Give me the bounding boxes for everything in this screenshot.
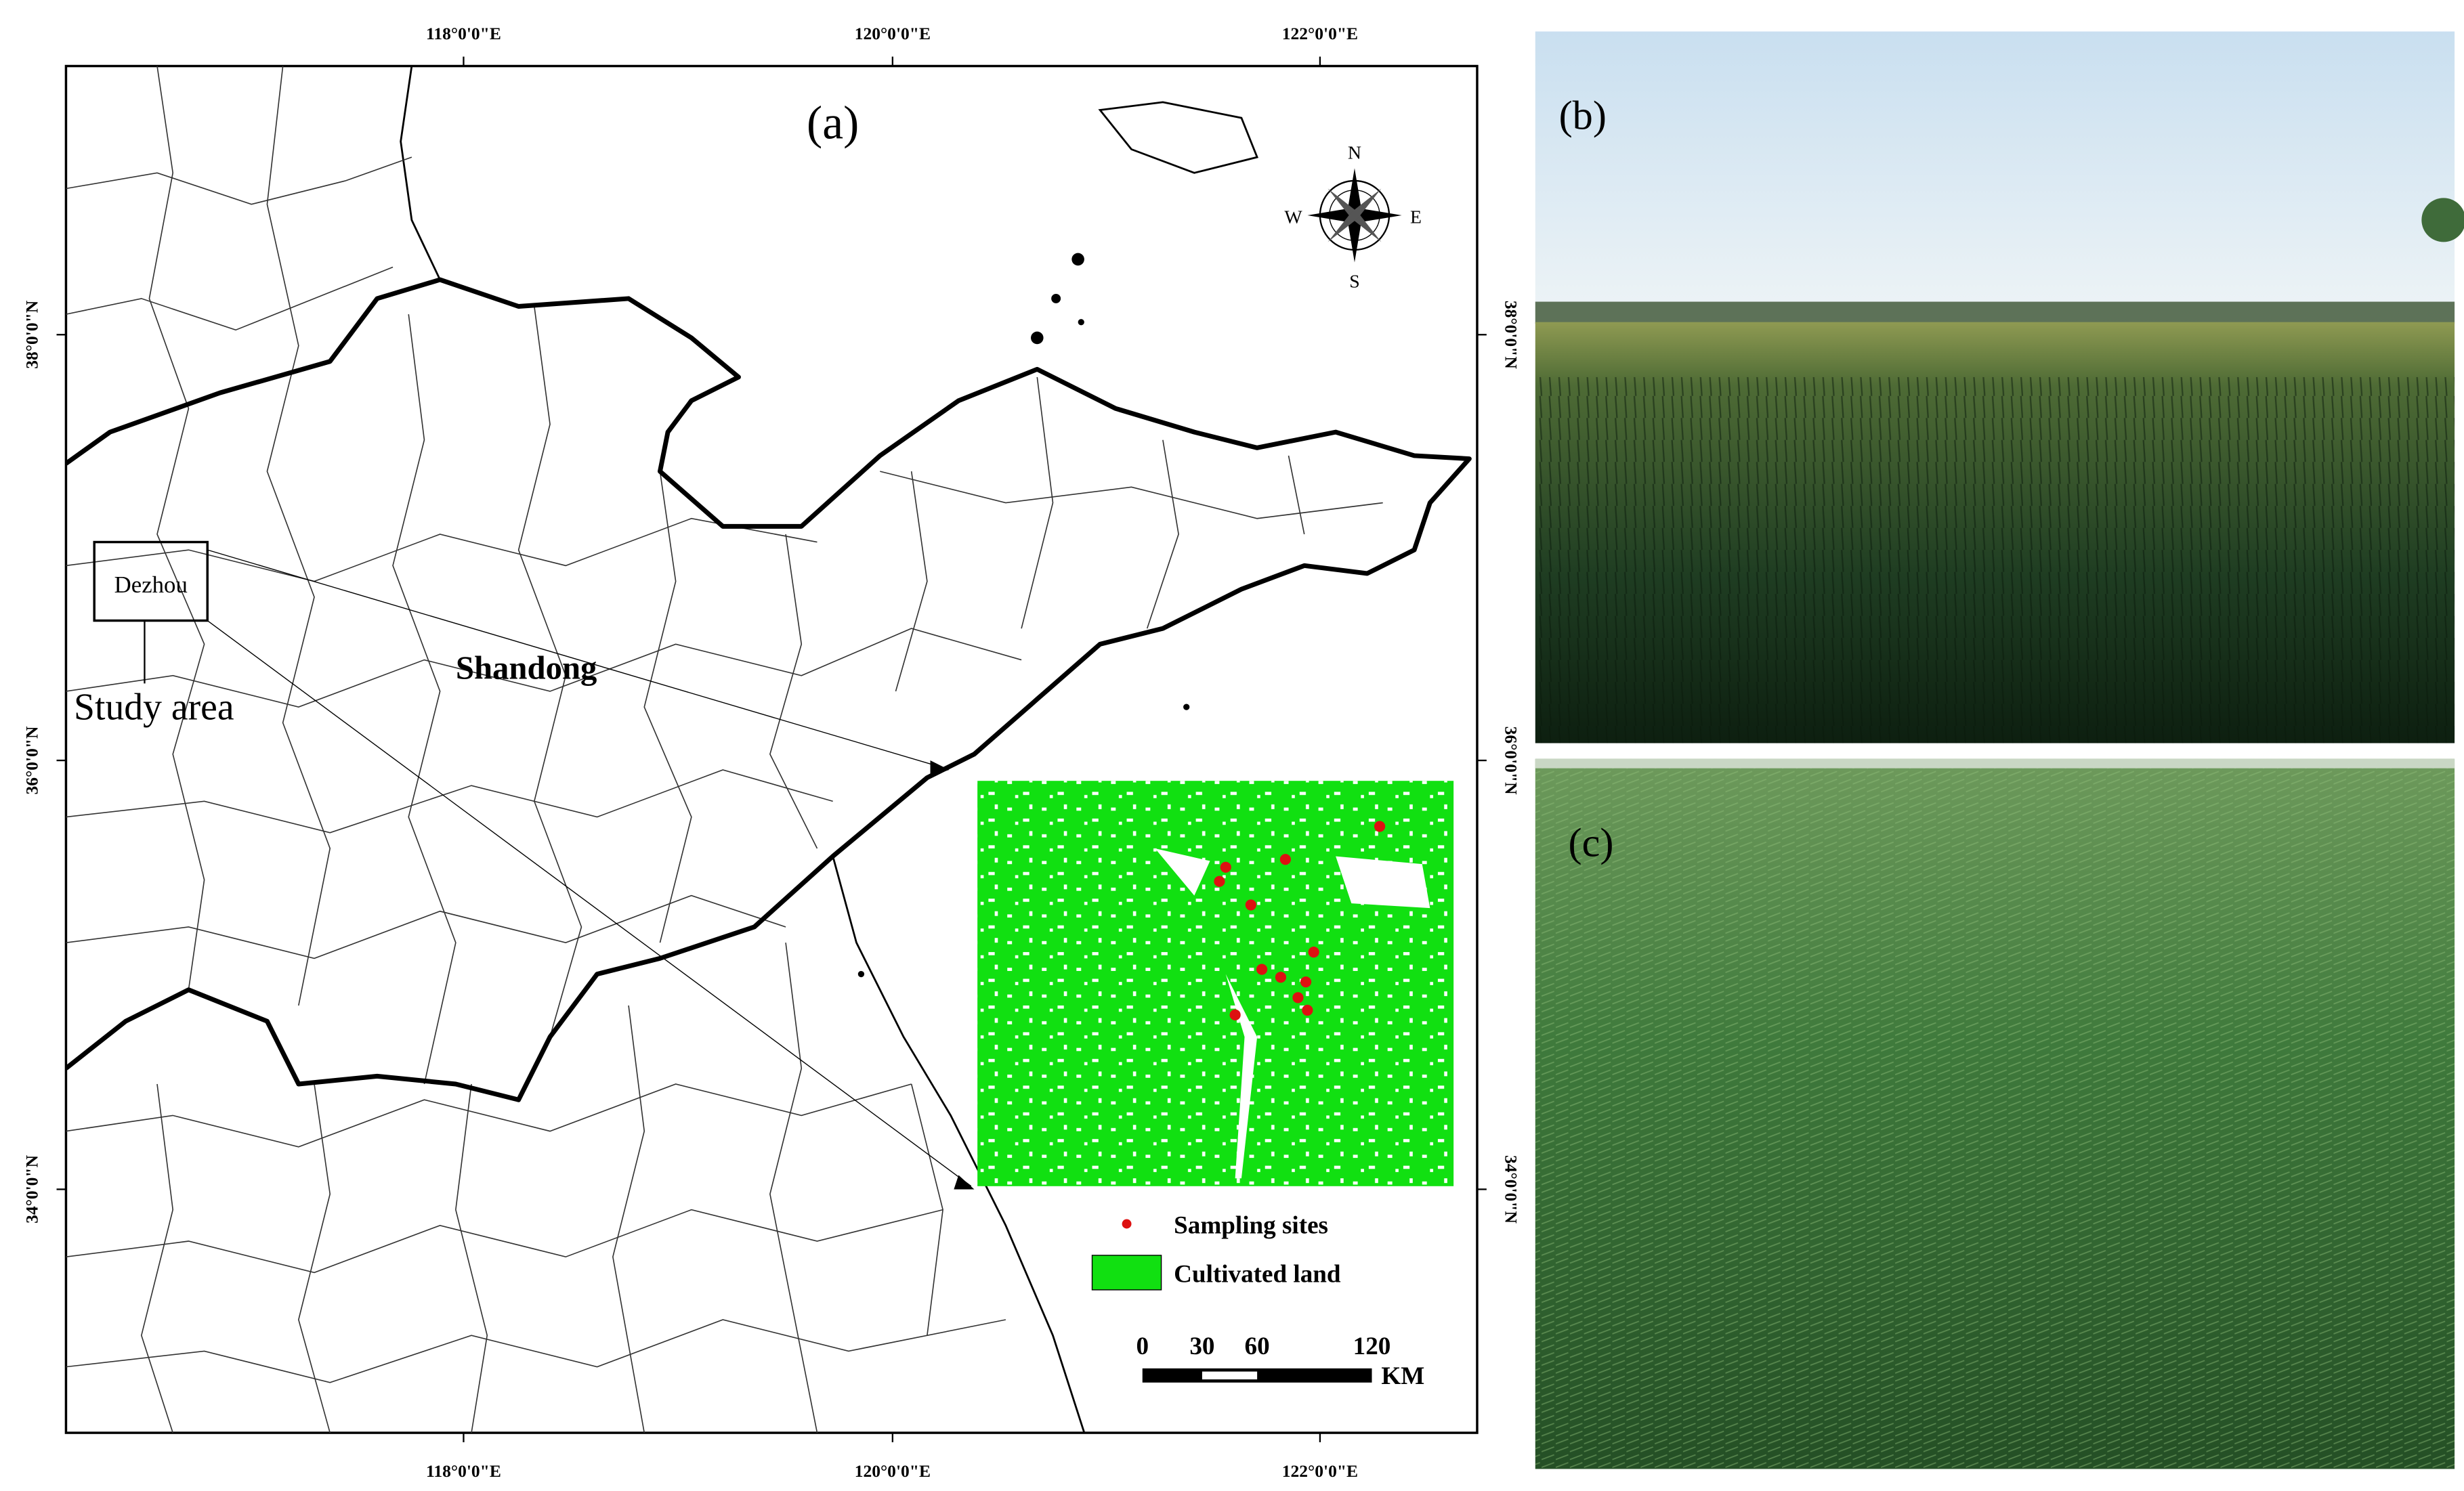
panel-label: (c) bbox=[1569, 821, 1614, 866]
study-area-box bbox=[93, 540, 209, 622]
compass-label: E bbox=[1410, 207, 1422, 228]
panel-label: (b) bbox=[1559, 93, 1607, 138]
arrow-head bbox=[930, 760, 950, 777]
islands bbox=[857, 253, 1190, 978]
lat-label: 34°0'0"N bbox=[22, 1154, 42, 1223]
province-boundary bbox=[66, 277, 1472, 1102]
lon-label: 120°0'0"E bbox=[855, 24, 931, 43]
lon-label: 122°0'0"E bbox=[1282, 24, 1358, 43]
lat-label: 36°0'0"N bbox=[1502, 727, 1521, 795]
legend-label: Cultivated land bbox=[1174, 1260, 1341, 1288]
legend-dot bbox=[1122, 1219, 1132, 1229]
lat-label: 38°0'0"N bbox=[22, 300, 42, 368]
scale-label: 120 bbox=[1353, 1333, 1391, 1360]
lat-label: 34°0'0"N bbox=[1502, 1155, 1521, 1224]
graticule-ticks bbox=[56, 56, 1487, 1442]
legend-swatch bbox=[1091, 1255, 1162, 1291]
photo-maize bbox=[1535, 31, 2464, 743]
panel-label: (a) bbox=[807, 97, 859, 149]
leader-line bbox=[207, 620, 972, 1187]
inset-texture bbox=[977, 781, 1454, 1186]
scale-bar bbox=[1142, 1368, 1372, 1383]
lat-label: 38°0'0"N bbox=[1502, 301, 1521, 369]
island bbox=[1098, 101, 1259, 174]
sampling-sites bbox=[1214, 821, 1386, 1021]
lon-label: 118°0'0"E bbox=[426, 24, 501, 43]
lon-label: 122°0'0"E bbox=[1282, 1461, 1358, 1481]
map-body bbox=[66, 66, 1472, 1433]
arrow-head bbox=[954, 1175, 975, 1190]
lat-label: 36°0'0"N bbox=[22, 726, 42, 794]
city-label: Dezhou bbox=[114, 571, 188, 598]
scale-unit: KM bbox=[1381, 1362, 1424, 1390]
legend-label: Sampling sites bbox=[1174, 1211, 1328, 1239]
non-cultivated bbox=[1155, 848, 1430, 1179]
compass-label: N bbox=[1348, 142, 1361, 163]
province-label: Shandong bbox=[456, 649, 597, 686]
compass-label: W bbox=[1284, 207, 1302, 228]
county-boundaries bbox=[66, 66, 1383, 1433]
scale-label: 60 bbox=[1245, 1333, 1270, 1360]
photo-wheat bbox=[1535, 758, 2455, 1469]
coastline bbox=[400, 66, 441, 280]
lon-label: 118°0'0"E bbox=[426, 1461, 501, 1481]
study-area-label: Study area bbox=[74, 687, 234, 729]
compass-label: S bbox=[1349, 272, 1359, 293]
lon-label: 120°0'0"E bbox=[855, 1461, 931, 1481]
scale-label: 0 bbox=[1136, 1333, 1149, 1360]
scale-label: 30 bbox=[1189, 1333, 1214, 1360]
leader-line bbox=[207, 549, 940, 767]
